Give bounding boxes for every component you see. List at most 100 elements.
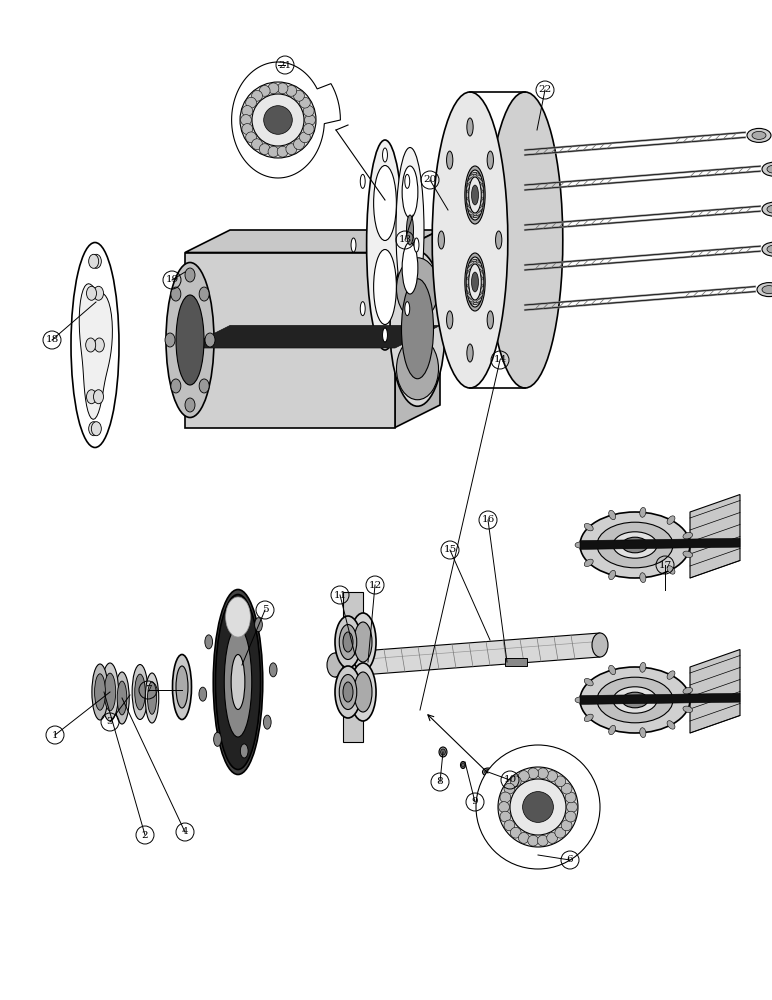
Ellipse shape	[277, 83, 288, 94]
Ellipse shape	[479, 293, 483, 298]
Text: 7: 7	[144, 686, 151, 694]
Ellipse shape	[584, 559, 593, 567]
Ellipse shape	[199, 687, 207, 701]
Ellipse shape	[465, 253, 485, 311]
Ellipse shape	[446, 311, 453, 329]
Ellipse shape	[757, 283, 772, 297]
Ellipse shape	[482, 192, 483, 198]
Ellipse shape	[172, 654, 191, 720]
Ellipse shape	[467, 206, 472, 211]
Ellipse shape	[504, 783, 515, 794]
Ellipse shape	[252, 139, 262, 150]
Ellipse shape	[166, 262, 214, 418]
Ellipse shape	[303, 124, 314, 134]
Ellipse shape	[286, 144, 296, 155]
Bar	[505, 658, 527, 666]
Ellipse shape	[439, 747, 447, 757]
Ellipse shape	[171, 287, 181, 301]
Ellipse shape	[86, 390, 96, 404]
Ellipse shape	[71, 242, 119, 448]
Ellipse shape	[462, 763, 465, 767]
Ellipse shape	[747, 128, 771, 142]
Text: 17: 17	[659, 560, 672, 570]
Ellipse shape	[252, 90, 262, 101]
Ellipse shape	[597, 677, 673, 723]
Ellipse shape	[94, 338, 104, 352]
Ellipse shape	[608, 665, 615, 675]
Ellipse shape	[471, 173, 477, 175]
Ellipse shape	[441, 749, 445, 755]
Ellipse shape	[767, 245, 772, 253]
Ellipse shape	[613, 532, 657, 558]
Polygon shape	[185, 326, 440, 348]
Ellipse shape	[263, 715, 271, 729]
Polygon shape	[395, 230, 440, 428]
Ellipse shape	[228, 606, 235, 620]
Ellipse shape	[205, 635, 212, 649]
Ellipse shape	[115, 672, 129, 724]
Ellipse shape	[575, 542, 585, 548]
Ellipse shape	[293, 139, 304, 150]
Ellipse shape	[293, 90, 304, 101]
Ellipse shape	[608, 725, 615, 735]
Polygon shape	[80, 284, 113, 419]
Ellipse shape	[245, 132, 256, 143]
Ellipse shape	[300, 97, 310, 108]
Text: 8: 8	[437, 778, 443, 786]
Ellipse shape	[683, 687, 692, 694]
Ellipse shape	[303, 106, 314, 116]
Ellipse shape	[469, 212, 474, 215]
Ellipse shape	[640, 507, 646, 517]
Ellipse shape	[171, 379, 181, 393]
Ellipse shape	[255, 618, 262, 632]
Ellipse shape	[231, 654, 245, 710]
Ellipse shape	[101, 663, 119, 721]
Ellipse shape	[640, 728, 646, 738]
Ellipse shape	[469, 299, 474, 302]
Ellipse shape	[405, 302, 410, 316]
Ellipse shape	[575, 697, 585, 703]
Text: 15: 15	[443, 546, 456, 554]
Text: 6: 6	[567, 856, 574, 864]
Ellipse shape	[466, 199, 469, 205]
Ellipse shape	[473, 302, 479, 304]
Ellipse shape	[350, 663, 376, 721]
Text: 10: 10	[503, 776, 516, 784]
Ellipse shape	[240, 744, 248, 758]
Ellipse shape	[528, 768, 539, 779]
Ellipse shape	[286, 85, 296, 96]
Ellipse shape	[354, 672, 372, 712]
Ellipse shape	[91, 254, 101, 268]
Ellipse shape	[469, 264, 481, 300]
Ellipse shape	[396, 147, 424, 312]
Ellipse shape	[343, 632, 353, 652]
Polygon shape	[185, 230, 440, 252]
Ellipse shape	[383, 148, 388, 162]
Ellipse shape	[547, 771, 557, 781]
Ellipse shape	[683, 532, 692, 539]
Ellipse shape	[466, 286, 469, 292]
Ellipse shape	[537, 768, 548, 779]
Ellipse shape	[240, 82, 316, 158]
Ellipse shape	[752, 131, 766, 139]
Ellipse shape	[438, 231, 445, 249]
Ellipse shape	[667, 566, 675, 574]
Text: 14: 14	[493, 356, 506, 364]
Ellipse shape	[374, 165, 396, 240]
Ellipse shape	[481, 272, 483, 278]
Ellipse shape	[667, 516, 675, 524]
Ellipse shape	[555, 827, 566, 838]
Text: 13: 13	[398, 235, 411, 244]
Ellipse shape	[767, 165, 772, 173]
Ellipse shape	[473, 260, 479, 262]
Ellipse shape	[397, 258, 438, 320]
Ellipse shape	[185, 268, 195, 282]
Ellipse shape	[343, 682, 353, 702]
Ellipse shape	[165, 333, 175, 347]
Ellipse shape	[469, 177, 481, 213]
Polygon shape	[690, 650, 740, 733]
Ellipse shape	[339, 674, 357, 710]
Ellipse shape	[510, 827, 521, 838]
Ellipse shape	[145, 673, 159, 723]
Ellipse shape	[467, 179, 472, 184]
